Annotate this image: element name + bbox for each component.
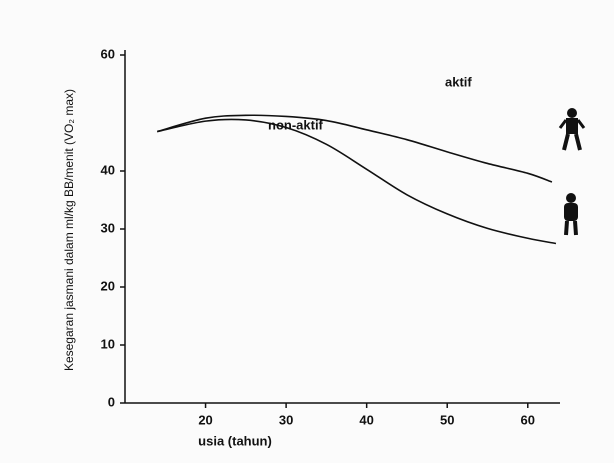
x-tick-label: 40 <box>359 412 373 427</box>
series-label: non-aktif <box>268 117 324 132</box>
x-tick-label: 30 <box>279 412 293 427</box>
x-tick-label: 20 <box>198 412 212 427</box>
line-series <box>157 114 553 183</box>
y-tick-label: 40 <box>101 162 115 177</box>
inactive-figure <box>564 193 578 236</box>
x-tick-label: 50 <box>440 412 454 427</box>
y-tick-label: 0 <box>108 394 115 409</box>
y-tick-label: 10 <box>101 336 115 351</box>
y-tick-label: 30 <box>101 220 115 235</box>
y-axis-label: Kesegaran jasmani dalam ml/kg BB/menit (… <box>62 89 76 371</box>
series-label: aktif <box>445 74 472 89</box>
y-tick-label: 60 <box>101 46 115 61</box>
line-series <box>157 118 557 245</box>
x-axis-label: usia (tahun) <box>198 433 272 448</box>
x-tick-label: 60 <box>521 412 535 427</box>
active-figure <box>558 108 586 151</box>
y-tick-label: 20 <box>101 278 115 293</box>
